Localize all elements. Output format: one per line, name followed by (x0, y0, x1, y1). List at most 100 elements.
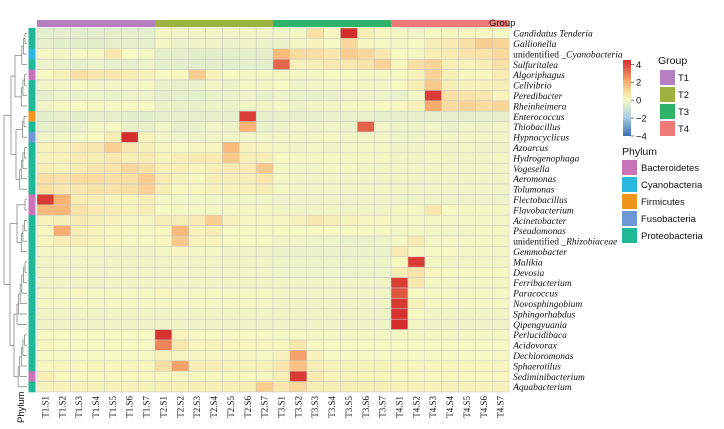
group-bar-cell (357, 20, 375, 27)
heatmap-cell (491, 38, 510, 50)
group-bar-cell (273, 20, 291, 27)
heatmap-cell (36, 79, 55, 91)
heatmap-cell (306, 308, 324, 320)
heatmap-cell (475, 204, 493, 216)
heatmap-cell (53, 266, 71, 278)
heatmap-cell (373, 214, 392, 226)
column-label: T4.S7 (496, 396, 506, 418)
heatmap-cell (357, 235, 375, 247)
heatmap-cell (491, 79, 510, 91)
phylum-bar-cell (28, 152, 36, 164)
heatmap-cell (306, 121, 324, 133)
heatmap-cell (323, 339, 341, 351)
phylum-legend-swatch (622, 194, 637, 209)
heatmap-cell (306, 58, 324, 70)
heatmap-cell (205, 162, 223, 174)
heatmap-cell (104, 48, 122, 60)
phylum-bar-cell (28, 121, 36, 133)
heatmap-cell (222, 27, 240, 39)
heatmap-cell (87, 142, 105, 154)
heatmap-cell (171, 69, 189, 81)
heatmap-cell (323, 360, 341, 372)
heatmap-cell (289, 370, 308, 382)
group-bar-cell (306, 20, 324, 27)
heatmap-cell (171, 225, 189, 237)
heatmap-cell (222, 287, 240, 299)
heatmap-cell (373, 48, 392, 60)
heatmap-cell (87, 90, 105, 102)
heatmap-cell (121, 298, 139, 310)
heatmap-cell (390, 318, 409, 330)
heatmap-cell (441, 225, 459, 237)
heatmap-cell (475, 48, 493, 60)
heatmap-cell (323, 183, 341, 195)
heatmap-cell (205, 152, 223, 164)
row-label: Aeromonas (512, 175, 556, 185)
heatmap-cell (357, 308, 375, 320)
heatmap-cell (357, 246, 375, 258)
phylum-bar-cell (28, 90, 36, 102)
heatmap-cell (407, 318, 426, 330)
heatmap-cell (171, 277, 189, 289)
heatmap-cell (306, 360, 324, 372)
heatmap-cell (289, 339, 308, 351)
phylum-bar-cell (28, 132, 36, 143)
heatmap-cell (70, 162, 88, 174)
heatmap-cell (491, 370, 510, 382)
heatmap-cell (357, 27, 375, 39)
heatmap-cell (255, 318, 274, 330)
heatmap-cell (104, 90, 122, 102)
heatmap-cell (222, 142, 240, 154)
heatmap-cell (424, 246, 442, 258)
heatmap-cell (407, 287, 426, 299)
heatmap-cell (188, 266, 206, 278)
group-annotation-bar (37, 20, 510, 27)
column-label: T2.S5 (226, 396, 236, 418)
row-label: Qipengyuania (513, 321, 567, 331)
heatmap-cell (373, 329, 392, 341)
heatmap-cell (491, 287, 510, 299)
heatmap-cell (272, 329, 291, 341)
heatmap-cell (272, 131, 291, 143)
heatmap-cell (424, 48, 442, 60)
group-legend-swatch (660, 104, 675, 119)
heatmap-cell (121, 90, 139, 102)
heatmap-cell (70, 152, 88, 164)
heatmap-cell (323, 246, 341, 258)
heatmap-cell (491, 381, 510, 393)
group-legend-swatch (660, 87, 675, 102)
heatmap-cell (87, 339, 105, 351)
heatmap-cell (137, 318, 156, 330)
heatmap-cell (491, 339, 510, 351)
heatmap-cell (121, 38, 139, 50)
heatmap-cell (87, 69, 105, 81)
group-bar-cell (138, 20, 156, 27)
heatmap-cell (390, 308, 409, 320)
heatmap-cell (104, 266, 122, 278)
heatmap-cell (475, 121, 493, 133)
heatmap-cell (373, 287, 392, 299)
heatmap-cell (171, 246, 189, 258)
heatmap-cell (272, 266, 291, 278)
heatmap-cell (390, 131, 409, 143)
heatmap-cell (475, 110, 493, 122)
heatmap-cell (171, 121, 189, 133)
heatmap-cell (323, 194, 341, 206)
heatmap-cell (357, 90, 375, 102)
heatmap-cell (188, 225, 206, 237)
heatmap-cell (154, 38, 173, 50)
heatmap-cell (407, 350, 426, 362)
heatmap-cell (104, 298, 122, 310)
heatmap-cell (458, 48, 476, 60)
heatmap-cell (458, 121, 476, 133)
heatmap-cell (239, 256, 257, 268)
heatmap-cell (357, 38, 375, 50)
heatmap-cell (121, 194, 139, 206)
heatmap-cell (205, 277, 223, 289)
heatmap-cell (255, 214, 274, 226)
heatmap-cell (121, 381, 139, 393)
heatmap-cell (340, 27, 358, 39)
column-label: T1.S1 (40, 396, 50, 418)
heatmap-cell (407, 235, 426, 247)
heatmap-cell (104, 350, 122, 362)
